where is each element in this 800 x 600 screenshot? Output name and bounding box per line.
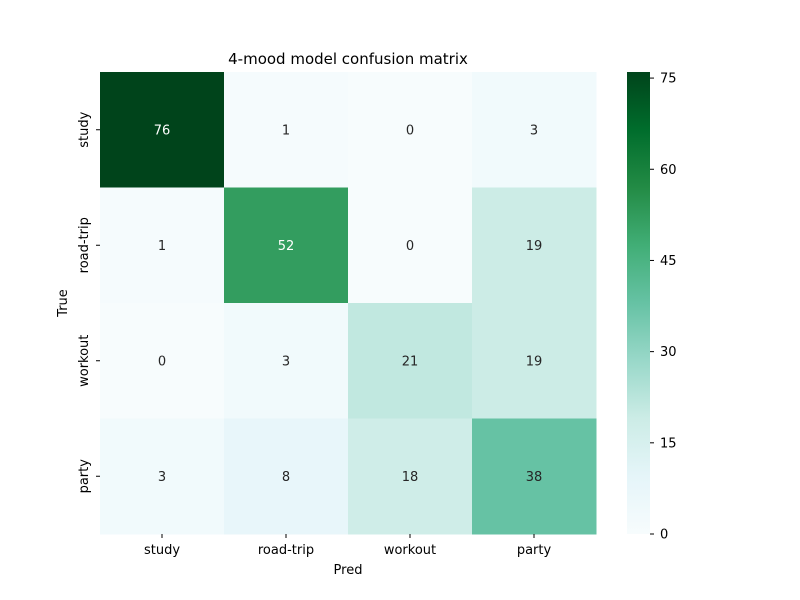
cell-value-label: 19 [526,354,543,369]
cell-value-label: 3 [158,470,166,485]
cell-value-label: 3 [530,123,538,138]
cell-value-label: 0 [406,239,414,254]
heatmap-cell [224,72,349,188]
colorbar-tick-label: 60 [660,163,677,178]
heatmap-cell [348,418,473,535]
cell-value-label: 1 [158,239,166,254]
heatmap-cells [100,72,597,535]
cell-value-label: 19 [526,239,543,254]
y-axis: study road-trip workout party [77,111,100,493]
y-tick-label: workout [77,335,92,387]
heatmap-cell [224,418,349,535]
heatmap-cell [224,303,349,419]
chart-title: 4-mood model confusion matrix [228,50,468,68]
cell-value-label: 3 [282,354,290,369]
x-axis-label: Pred [334,563,363,578]
heatmap-cell [472,72,597,188]
cell-value-label: 76 [154,123,171,138]
colorbar-gradient [627,72,650,534]
cell-value-label: 38 [526,470,543,485]
cell-value-label: 18 [402,470,419,485]
y-axis-label: True [56,289,71,318]
colorbar-tick-label: 75 [660,72,677,87]
heatmap-cell [472,418,597,535]
colorbar: 0 15 30 45 60 75 [627,72,677,543]
heatmap-cell [472,303,597,419]
heatmap-cell [100,72,225,188]
cell-value-label: 52 [278,239,295,254]
x-tick-label: party [517,543,552,558]
heatmap-cell [472,187,597,304]
colorbar-tick-label: 45 [660,254,677,269]
cell-value-label: 8 [282,470,290,485]
cell-value-label: 0 [406,123,414,138]
cell-annotations: 76 1 0 31 52 0 190 3 21 193 8 18 38 [154,123,543,485]
colorbar-tick-label: 15 [660,436,677,451]
y-tick-label: study [77,111,92,147]
heatmap-cell [348,303,473,419]
heatmap-cell [100,418,225,535]
heatmap-cell [348,187,473,304]
y-tick-label: road-trip [77,217,92,273]
heatmap-cell [348,72,473,188]
cell-value-label: 0 [158,354,166,369]
cell-value-label: 1 [282,123,290,138]
heatmap-cell [100,303,225,419]
x-tick-label: workout [384,543,436,558]
heatmap-cell [100,187,225,304]
x-axis: study road-trip workout party [144,534,552,558]
heatmap-cell [224,187,349,304]
colorbar-tick-label: 0 [660,528,668,543]
y-tick-label: party [77,459,92,494]
colorbar-tick-label: 30 [660,345,677,360]
cell-value-label: 21 [402,354,419,369]
x-tick-label: study [144,543,180,558]
x-tick-label: road-trip [258,543,314,558]
